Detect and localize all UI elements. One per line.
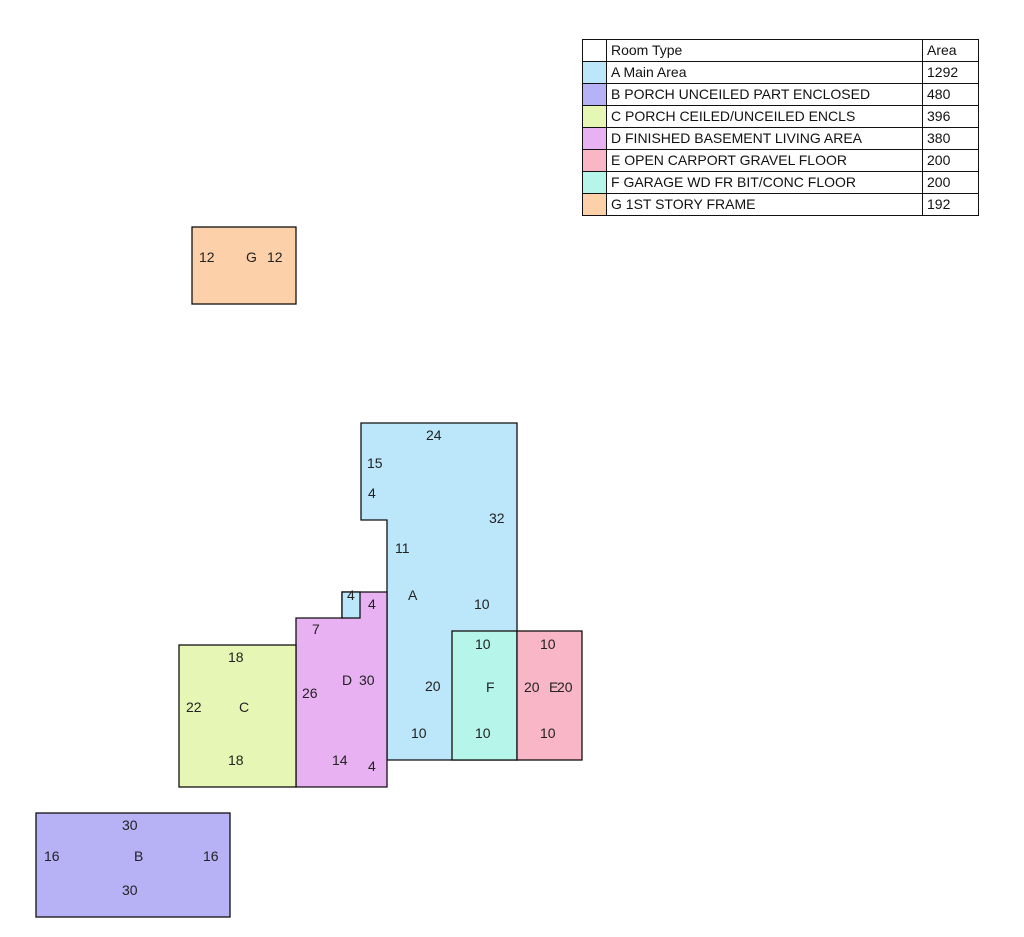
legend-room-type: G 1ST STORY FRAME <box>606 193 923 216</box>
legend-swatch <box>582 193 607 216</box>
legend-area: 396 <box>922 105 979 128</box>
legend-swatch <box>582 171 607 194</box>
legend-area: 380 <box>922 127 979 150</box>
room-e-dim-left: 20 <box>524 679 540 695</box>
room-a-dim-step: 11 <box>395 540 410 556</box>
room-a-dim-top: 24 <box>426 427 442 443</box>
room-g-dim-right: 12 <box>267 249 283 265</box>
room-d-dim-left: 26 <box>302 685 318 701</box>
room-d-dim-bottom: 14 <box>332 752 348 768</box>
legend-header-swatch <box>582 39 607 62</box>
room-a-dim-left-top: 15 <box>367 455 383 471</box>
legend-row: F GARAGE WD FR BIT/CONC FLOOR 200 <box>582 171 979 194</box>
legend-area: 200 <box>922 149 979 172</box>
room-e-dim-right: 20 <box>557 679 573 695</box>
room-b-dim-left: 16 <box>44 848 60 864</box>
room-a-dim-right: 32 <box>489 510 505 526</box>
room-g: 12 G 12 <box>191 226 297 305</box>
room-f-dim-bottom: 10 <box>475 725 491 741</box>
room-e: 10 20 E 20 10 <box>516 630 583 761</box>
legend-room-type: F GARAGE WD FR BIT/CONC FLOOR <box>606 171 923 194</box>
room-d-dim-right: 30 <box>359 672 375 688</box>
legend-header-row: Room Type Area <box>582 39 979 62</box>
room-a-dim-bottom: 10 <box>411 725 427 741</box>
room-b: 30 16 B 16 30 <box>35 812 231 918</box>
legend-swatch <box>582 127 607 150</box>
room-a-label: A <box>408 587 418 603</box>
room-g-label: G <box>246 249 257 265</box>
room-b-dim-bottom: 30 <box>122 882 138 898</box>
legend-room-type: B PORCH UNCEILED PART ENCLOSED <box>606 83 923 106</box>
room-e-label: E <box>549 679 558 695</box>
legend-room-type: D FINISHED BASEMENT LIVING AREA <box>606 127 923 150</box>
room-b-dim-top: 30 <box>122 817 138 833</box>
room-g-shape <box>191 226 297 305</box>
room-e-dim-bottom: 10 <box>540 725 556 741</box>
legend-row: G 1ST STORY FRAME 192 <box>582 193 979 216</box>
legend-row: C PORCH CEILED/UNCEILED ENCLS 396 <box>582 105 979 128</box>
room-c-shape <box>178 644 297 788</box>
room-f-label: F <box>486 679 495 695</box>
legend-room-type: C PORCH CEILED/UNCEILED ENCLS <box>606 105 923 128</box>
room-d-label: D <box>342 672 352 688</box>
legend-row: A Main Area 1292 <box>582 61 979 84</box>
room-f: 10 F 10 <box>451 630 518 761</box>
room-c-dim-left: 22 <box>186 699 202 715</box>
legend-room-type: E OPEN CARPORT GRAVEL FLOOR <box>606 149 923 172</box>
legend-swatch <box>582 61 607 84</box>
room-legend-table: Room Type Area A Main Area 1292 B PORCH … <box>582 39 979 216</box>
legend-area: 1292 <box>922 61 979 84</box>
legend-swatch <box>582 149 607 172</box>
room-a-dim-notch: 4 <box>368 485 376 501</box>
room-f-shape <box>451 630 518 761</box>
room-d-dim-notch-side: 4 <box>368 596 376 612</box>
room-e-shape <box>516 630 583 761</box>
room-d-dim-bottom-right: 4 <box>368 758 376 774</box>
room-c-dim-top: 18 <box>228 649 244 665</box>
legend-room-type: A Main Area <box>606 61 923 84</box>
room-g-dim-left: 12 <box>199 249 215 265</box>
room-c: 18 22 C 18 <box>178 644 297 788</box>
room-b-dim-right: 16 <box>203 848 219 864</box>
room-a-dim-right-lower: 10 <box>474 596 490 612</box>
legend-header-area: Area <box>922 39 979 62</box>
legend-header-type: Room Type <box>606 39 923 62</box>
legend-swatch <box>582 105 607 128</box>
legend-row: D FINISHED BASEMENT LIVING AREA 380 <box>582 127 979 150</box>
legend-swatch <box>582 83 607 106</box>
room-d-dim-notch-top: 4 <box>347 587 355 603</box>
legend-row: B PORCH UNCEILED PART ENCLOSED 480 <box>582 83 979 106</box>
room-d: 4 4 7 D 30 26 14 4 <box>295 587 388 788</box>
room-f-dim-top: 10 <box>475 636 491 652</box>
room-d-notch-shape <box>341 591 361 619</box>
room-c-dim-bottom: 18 <box>228 752 244 768</box>
room-b-label: B <box>134 848 143 864</box>
legend-area: 192 <box>922 193 979 216</box>
room-a-dim-bottom-mid: 20 <box>425 678 441 694</box>
legend-area: 200 <box>922 171 979 194</box>
legend-area: 480 <box>922 83 979 106</box>
room-d-dim-top: 7 <box>312 621 320 637</box>
room-c-label: C <box>239 699 249 715</box>
legend-row: E OPEN CARPORT GRAVEL FLOOR 200 <box>582 149 979 172</box>
room-b-shape <box>35 812 231 918</box>
room-e-dim-top: 10 <box>540 636 556 652</box>
